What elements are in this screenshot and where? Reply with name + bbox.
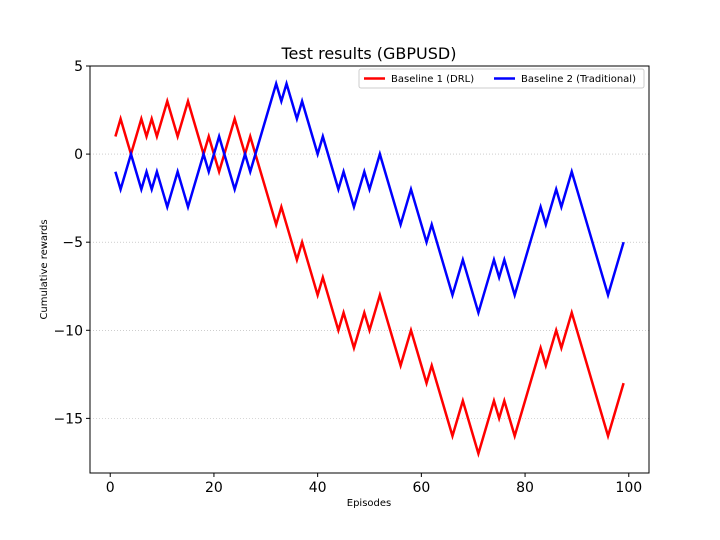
y-axis-label: Cumulative rewards xyxy=(39,219,50,319)
y-tick-label: −5 xyxy=(62,235,83,251)
x-tick-label: 0 xyxy=(106,480,115,496)
series-line-baseline-2 xyxy=(114,79,625,318)
legend-label-baseline-1: Baseline 1 (DRL) xyxy=(391,74,474,85)
plot-area-frame xyxy=(89,65,650,474)
y-tick-label: 0 xyxy=(74,147,83,163)
y-tick-label: 5 xyxy=(74,59,83,75)
x-tick-label: 40 xyxy=(309,480,327,496)
x-tick-label: 100 xyxy=(615,480,642,496)
legend: Baseline 1 (DRL) Baseline 2 (Traditional… xyxy=(358,68,645,89)
axis-ticks: 5 0 −5 −10 −15 0 20 40 60 80 100 xyxy=(53,59,642,496)
y-tick-label: −10 xyxy=(53,323,83,339)
legend-label-baseline-2: Baseline 2 (Traditional) xyxy=(521,74,636,85)
series-group xyxy=(114,79,625,459)
x-tick-label: 60 xyxy=(412,480,430,496)
x-tick-label: 20 xyxy=(205,480,223,496)
x-axis-label: Episodes xyxy=(347,498,391,509)
chart-title: Test results (GBPUSD) xyxy=(281,44,457,63)
series-line-baseline-1 xyxy=(114,96,625,459)
x-tick-label: 80 xyxy=(516,480,534,496)
y-tick-label: −15 xyxy=(53,411,83,427)
